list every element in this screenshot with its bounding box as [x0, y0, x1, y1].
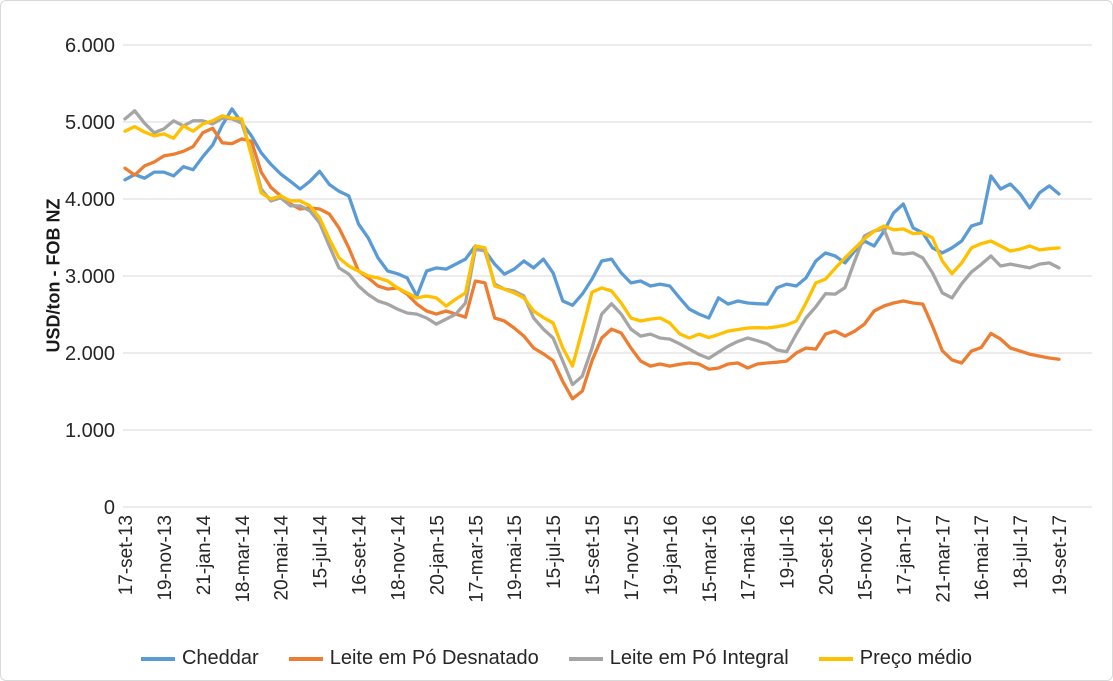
- x-tick-label: 20-set-16: [817, 515, 838, 595]
- x-tick-label: 19-jan-16: [661, 515, 682, 595]
- x-tick-label: 16-mai-17: [972, 515, 993, 601]
- x-tick-label: 18-jul-17: [1011, 515, 1032, 589]
- x-tick-label: 21-mar-17: [933, 515, 954, 603]
- legend-label: Preço médio: [859, 647, 973, 669]
- legend-label: Leite em Pó Desnatado: [329, 647, 539, 669]
- series-line-leite-em-p-desnatado: [123, 126, 1061, 401]
- y-tick-label: 3.000: [65, 266, 115, 288]
- x-tick-label: 15-jul-15: [544, 515, 565, 589]
- y-axis-title: USD/ton - FOB NZ: [43, 198, 64, 353]
- legend-item-leite-em-p-integral: Leite em Pó Integral: [568, 647, 789, 670]
- legend-item-cheddar: Cheddar: [140, 647, 259, 670]
- x-tick-label: 16-set-14: [350, 515, 371, 596]
- series-line-pre-o-m-dio: [123, 114, 1061, 368]
- x-tick-label: 17-mai-16: [739, 515, 760, 601]
- legend: Cheddar Leite em Pó Desnatado Leite em Pó …: [1, 647, 1112, 670]
- legend-item-leite-em-p-desnatado: Leite em Pó Desnatado: [288, 647, 539, 670]
- y-tick-label: 1.000: [65, 420, 115, 442]
- legend-swatch: [140, 656, 175, 661]
- x-tick-label: 15-nov-16: [855, 515, 876, 601]
- x-tick-label: 19-mai-15: [505, 515, 526, 601]
- x-tick-label: 19-nov-13: [155, 515, 176, 601]
- x-tick-label: 15-set-15: [583, 515, 604, 595]
- x-tick-label: 17-nov-15: [622, 515, 643, 601]
- y-tick-label: 5.000: [65, 112, 115, 134]
- series-line-leite-em-p-integral: [123, 109, 1061, 387]
- legend-swatch: [818, 656, 853, 661]
- y-tick-label: 2.000: [65, 343, 115, 365]
- x-tick-label: 20-mai-14: [272, 515, 293, 601]
- y-tick-label: 6.000: [65, 35, 115, 57]
- x-tick-label: 20-jan-15: [427, 515, 448, 595]
- legend-swatch: [568, 656, 603, 661]
- series-line-cheddar: [123, 107, 1061, 320]
- x-tick-label: 19-set-17: [1050, 515, 1071, 595]
- x-tick-label: 15-jul-14: [311, 515, 332, 589]
- x-tick-label: 17-set-13: [116, 515, 137, 595]
- x-tick-label: 18-mar-14: [233, 515, 254, 603]
- x-tick-label: 17-mar-15: [466, 515, 487, 603]
- x-tick-label: 19-jul-16: [778, 515, 799, 589]
- legend-label: Leite em Pó Integral: [609, 647, 789, 669]
- legend-item-pre-o-m-dio: Preço médio: [818, 647, 973, 670]
- x-tick-label: 17-jan-17: [894, 515, 915, 595]
- x-tick-label: 21-jan-14: [194, 515, 215, 596]
- legend-label: Cheddar: [181, 647, 259, 669]
- y-tick-label: 4.000: [65, 189, 115, 211]
- x-tick-label: 18-nov-14: [388, 515, 409, 601]
- legend-swatch: [288, 656, 323, 661]
- x-tick-label: 15-mar-16: [700, 515, 721, 603]
- y-tick-label: 0: [104, 497, 115, 519]
